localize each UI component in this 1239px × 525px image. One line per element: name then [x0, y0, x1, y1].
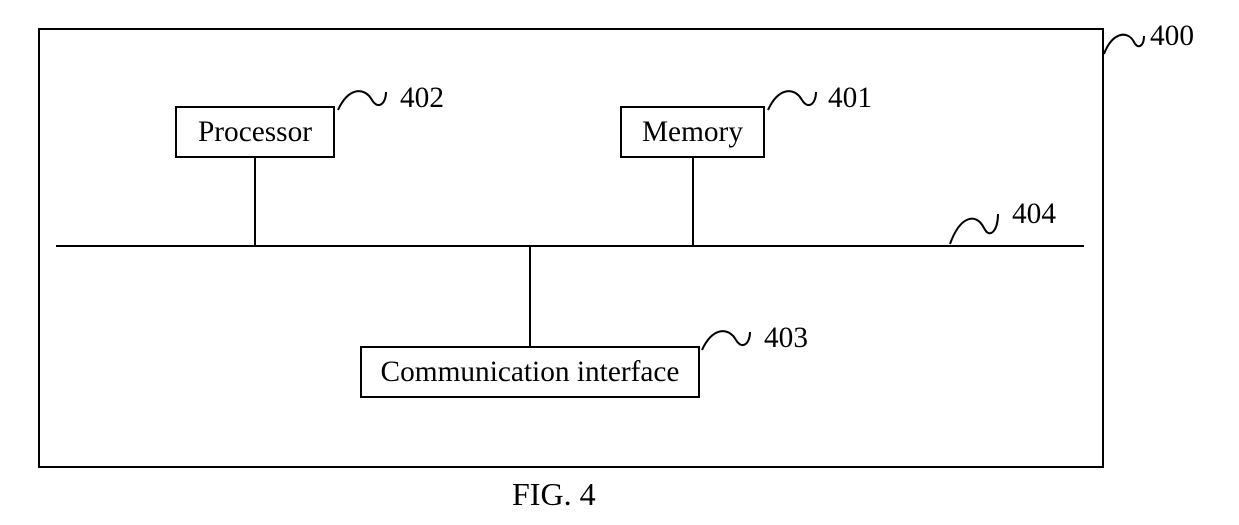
processor-label: Processor: [198, 116, 312, 149]
bus-line: [56, 245, 1084, 247]
comm-box: Communication interface: [360, 346, 700, 398]
ref-bus: 404: [1012, 198, 1056, 231]
figure-caption: FIG. 4: [512, 476, 596, 513]
outer-box: [38, 28, 1104, 468]
ref-processor: 402: [400, 82, 444, 115]
memory-box: Memory: [620, 106, 765, 158]
ref-outer: 400: [1150, 20, 1194, 53]
lead-comm-icon: [702, 326, 750, 352]
ref-memory: 401: [828, 82, 872, 115]
comm-label: Communication interface: [381, 356, 680, 389]
connector-memory: [692, 158, 694, 245]
lead-memory-icon: [768, 86, 816, 112]
processor-box: Processor: [175, 106, 335, 158]
memory-label: Memory: [642, 116, 743, 149]
ref-comm: 403: [764, 322, 808, 355]
connector-processor: [254, 158, 256, 245]
lead-processor-icon: [338, 86, 386, 112]
diagram-canvas: Processor Memory Communication interface…: [0, 0, 1239, 525]
connector-comm: [529, 245, 531, 346]
lead-bus-icon: [950, 206, 998, 244]
lead-outer-icon: [1104, 28, 1144, 54]
